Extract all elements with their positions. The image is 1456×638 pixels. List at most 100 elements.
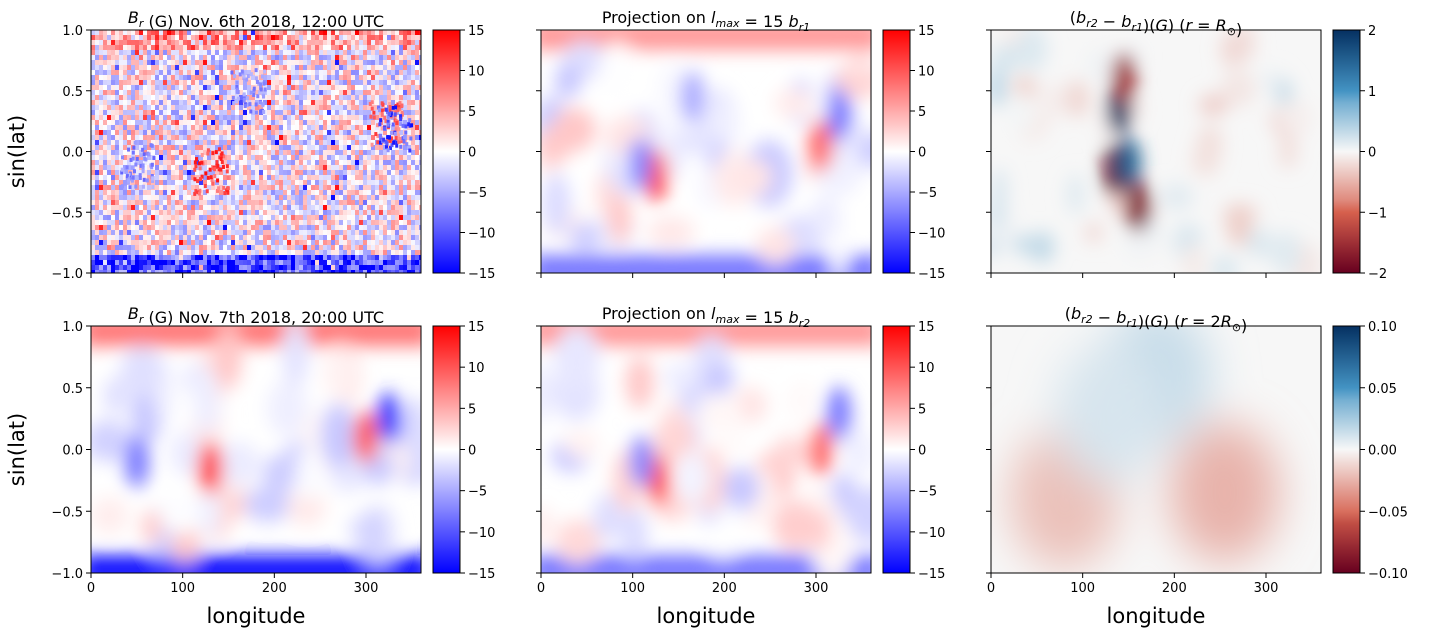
heatmap-cell [367, 250, 371, 255]
heatmap-cell [411, 30, 415, 35]
heatmap-cell [115, 85, 119, 90]
heatmap-cell [331, 175, 335, 180]
heatmap-cell [335, 240, 339, 245]
heatmap-cell [379, 170, 383, 175]
heatmap-cell [411, 175, 415, 180]
heatmap-cell [299, 215, 303, 220]
heatmap-cell [247, 135, 251, 140]
heatmap-cell [389, 130, 393, 135]
heatmap-cell [103, 270, 107, 273]
heatmap-cell [135, 150, 139, 155]
heatmap-cell [367, 225, 371, 230]
heatmap-cell [107, 75, 111, 80]
heatmap-cell [407, 70, 411, 75]
heatmap-cell [391, 155, 395, 160]
heatmap-cell [207, 200, 211, 205]
heatmap-cell [95, 30, 99, 35]
heatmap-cell [159, 105, 163, 110]
heatmap-cell [183, 225, 187, 230]
heatmap-cell [246, 102, 250, 107]
heatmap-cell [247, 125, 251, 130]
heatmap-cell [95, 175, 99, 180]
heatmap-cell [359, 110, 363, 115]
heatmap-cell [159, 170, 163, 175]
heatmap-cell [139, 270, 143, 273]
heatmap-cell [147, 85, 151, 90]
heatmap-cell [199, 255, 203, 260]
heatmap-cell [219, 135, 223, 140]
heatmap-cell [223, 230, 227, 235]
heatmap [541, 30, 871, 273]
heatmap-cell [251, 30, 255, 35]
heatmap-cell [371, 150, 375, 155]
colorbar-tick-label: 10 [918, 361, 935, 376]
heatmap-cell [211, 60, 215, 65]
heatmap-cell [375, 100, 379, 105]
heatmap-cell [263, 220, 267, 225]
field-feature [826, 386, 851, 439]
heatmap-cell [299, 240, 303, 245]
heatmap-cell [179, 85, 183, 90]
heatmap-cell [143, 260, 147, 265]
heatmap-cell [167, 175, 171, 180]
field-patch [848, 49, 871, 83]
heatmap-cell [175, 155, 179, 160]
heatmap-cell [175, 145, 179, 150]
heatmap-cell [135, 145, 139, 150]
heatmap-cell [207, 235, 211, 240]
heatmap-cell [235, 55, 239, 60]
heatmap-cell [371, 190, 375, 195]
heatmap-cell [159, 205, 163, 210]
heatmap-cell [411, 115, 415, 120]
heatmap-cell [103, 245, 107, 250]
x-tick-label: 100 [170, 581, 195, 596]
heatmap-cell [223, 80, 227, 85]
heatmap-cell [419, 65, 421, 70]
field-feature [808, 423, 833, 476]
heatmap-cell [240, 69, 244, 74]
heatmap-cell [267, 70, 271, 75]
heatmap-cell [375, 225, 379, 230]
heatmap-cell [415, 205, 419, 210]
heatmap-cell [279, 190, 283, 195]
heatmap-cell [347, 135, 351, 140]
heatmap-cell [263, 140, 267, 145]
heatmap-cell [195, 50, 199, 55]
heatmap-cell [131, 230, 135, 235]
heatmap-cell [275, 160, 279, 165]
heatmap-cell [203, 135, 207, 140]
heatmap-cell [171, 235, 175, 240]
heatmap-cell [127, 215, 131, 220]
heatmap-cell [407, 180, 411, 185]
heatmap-cell [133, 140, 137, 145]
field-patch [120, 344, 164, 397]
heatmap-cell [95, 90, 99, 95]
heatmap-cell [143, 180, 147, 185]
heatmap-cell [191, 95, 195, 100]
heatmap-cell [95, 245, 99, 250]
heatmap-cell [395, 205, 399, 210]
heatmap-cell [159, 90, 163, 95]
heatmap-cell [415, 70, 419, 75]
heatmap-cell [219, 250, 223, 255]
heatmap-cell [399, 155, 403, 160]
heatmap-cell [155, 65, 159, 70]
heatmap-cell [247, 235, 251, 240]
heatmap-cell [331, 220, 335, 225]
heatmap-cell [243, 245, 247, 250]
heatmap-cell [291, 265, 295, 270]
heatmap-cell [211, 140, 215, 145]
heatmap-cell [175, 50, 179, 55]
heatmap-cell [243, 155, 247, 160]
heatmap-cell [383, 230, 387, 235]
heatmap-cell [391, 120, 395, 125]
heatmap-cell [383, 35, 387, 40]
heatmap-cell [183, 95, 187, 100]
heatmap-cell [331, 225, 335, 230]
heatmap-cell [291, 100, 295, 105]
colorbar-tick-label: 0.10 [1368, 320, 1397, 335]
heatmap-cell [223, 215, 227, 220]
heatmap-cell [323, 130, 327, 135]
